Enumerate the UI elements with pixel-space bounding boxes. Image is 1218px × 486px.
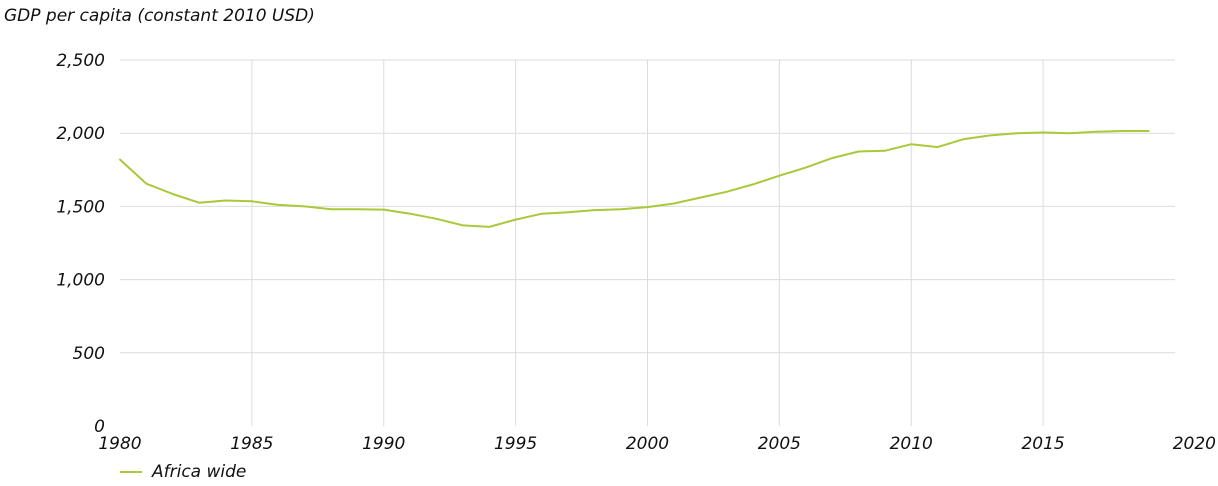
data-point-1995: [515, 219, 517, 221]
data-point-2015: [1042, 131, 1044, 133]
legend-label-africa-wide: Africa wide: [152, 462, 247, 482]
data-point-2003: [726, 191, 728, 193]
data-point-2005: [778, 175, 780, 177]
data-point-2017: [1095, 131, 1097, 133]
y-tick-label: 0: [94, 417, 105, 437]
data-point-1989: [356, 208, 358, 210]
data-point-1996: [541, 213, 543, 215]
y-tick-label: 1,500: [56, 197, 105, 217]
y-tick-label: 1,000: [56, 271, 105, 291]
data-point-1992: [436, 218, 438, 220]
data-point-1998: [594, 209, 596, 211]
data-point-2012: [963, 138, 965, 140]
data-point-2014: [1016, 132, 1018, 134]
data-point-1997: [567, 211, 569, 213]
data-point-1987: [304, 205, 306, 207]
data-point-1994: [488, 226, 490, 228]
x-tick-label: 2010: [890, 434, 933, 454]
x-tick-label: 2000: [626, 434, 669, 454]
legend-swatch-africa-wide: [120, 471, 142, 473]
x-tick-label: 1985: [230, 434, 273, 454]
data-point-1990: [383, 209, 385, 211]
data-point-2009: [884, 150, 886, 152]
legend: Africa wide: [120, 462, 246, 482]
data-point-1982: [172, 193, 174, 195]
data-point-2000: [647, 206, 649, 208]
data-point-2013: [989, 134, 991, 136]
data-point-2011: [937, 146, 939, 148]
x-tick-label: 1990: [362, 434, 405, 454]
series-line-africa-wide: [119, 130, 1150, 228]
data-point-2016: [1069, 132, 1071, 134]
data-point-2007: [831, 157, 833, 159]
data-point-1993: [462, 224, 464, 226]
data-point-1988: [330, 208, 332, 210]
y-tick-label: 2,000: [56, 124, 105, 144]
y-tick-label: 500: [73, 344, 105, 364]
chart-title: GDP per capita (constant 2010 USD): [4, 6, 315, 26]
data-point-1999: [620, 208, 622, 210]
data-point-1986: [277, 204, 279, 206]
x-tick-label: 1980: [98, 434, 141, 454]
data-point-2006: [805, 167, 807, 169]
x-tick-label: 2020: [1173, 434, 1216, 454]
x-tick-label: 2005: [758, 434, 801, 454]
data-point-2001: [673, 202, 675, 204]
data-point-2004: [752, 183, 754, 185]
data-point-2002: [699, 197, 701, 199]
data-point-1980: [119, 159, 121, 161]
y-tick-label: 2,500: [56, 51, 105, 71]
data-point-1981: [145, 183, 147, 185]
data-point-2008: [858, 151, 860, 153]
data-point-1985: [251, 200, 253, 202]
data-point-2019: [1148, 130, 1150, 132]
data-point-1991: [409, 213, 411, 215]
data-point-1983: [198, 202, 200, 204]
x-tick-label: 2015: [1021, 434, 1064, 454]
data-point-1984: [225, 200, 227, 202]
x-tick-label: 1995: [494, 434, 537, 454]
data-point-2018: [1121, 130, 1123, 132]
data-point-2010: [910, 143, 912, 145]
